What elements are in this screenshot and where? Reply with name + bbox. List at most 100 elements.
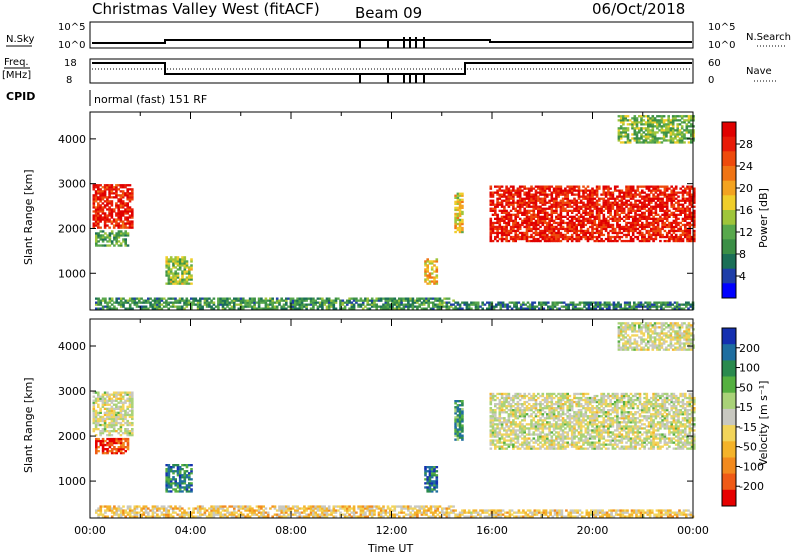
power-cell bbox=[573, 201, 576, 204]
power-cell bbox=[531, 301, 534, 304]
power-cell bbox=[500, 239, 504, 243]
power-cell bbox=[550, 195, 554, 198]
velocity-cell bbox=[126, 443, 130, 447]
power-cell bbox=[530, 201, 533, 204]
velocity-cell bbox=[503, 405, 506, 408]
power-cell bbox=[600, 221, 603, 225]
power-cell bbox=[654, 213, 658, 216]
velocity-cell bbox=[496, 396, 499, 400]
power-cell bbox=[188, 282, 191, 285]
velocity-cell bbox=[454, 416, 457, 419]
power-cell bbox=[573, 203, 576, 206]
power-cell bbox=[531, 303, 534, 306]
power-cell bbox=[582, 219, 585, 222]
velocity-cell bbox=[106, 393, 109, 396]
power-cell bbox=[575, 229, 578, 233]
power-cell bbox=[174, 260, 177, 263]
power-cell bbox=[119, 232, 123, 235]
velocity-cell bbox=[124, 430, 127, 433]
velocity-cell bbox=[94, 397, 98, 400]
power-cell bbox=[607, 207, 610, 210]
power-cell bbox=[687, 119, 691, 122]
power-cell bbox=[436, 303, 440, 306]
power-cell bbox=[659, 201, 662, 204]
velocity-cell bbox=[512, 400, 515, 404]
power-cell bbox=[559, 231, 563, 235]
power-cell bbox=[124, 242, 127, 245]
power-cell bbox=[103, 214, 107, 217]
power-cell bbox=[593, 189, 597, 192]
power-cell bbox=[669, 139, 673, 142]
power-cell bbox=[237, 303, 241, 306]
power-cell bbox=[509, 201, 513, 204]
power-cell bbox=[548, 199, 551, 202]
power-cell bbox=[548, 237, 551, 241]
velocity-cell bbox=[543, 419, 547, 422]
power-cell bbox=[679, 191, 682, 194]
power-cell bbox=[685, 127, 689, 130]
velocity-cell bbox=[516, 396, 520, 400]
velocity-cell bbox=[94, 419, 98, 423]
velocity-cell bbox=[530, 433, 533, 436]
power-cell bbox=[117, 230, 121, 233]
power-cell bbox=[602, 203, 606, 206]
power-cell bbox=[622, 119, 625, 122]
power-cell bbox=[657, 305, 661, 308]
power-cell bbox=[128, 200, 132, 203]
velocity-cell bbox=[494, 417, 497, 420]
power-cell bbox=[570, 219, 574, 222]
power-cell bbox=[108, 236, 112, 239]
power-cell bbox=[631, 189, 635, 192]
power-cell bbox=[595, 229, 599, 233]
power-cell bbox=[456, 196, 460, 199]
velocity-cell bbox=[505, 439, 508, 442]
power-cell bbox=[541, 215, 545, 218]
power-cell bbox=[575, 217, 578, 220]
velocity-cell bbox=[165, 474, 168, 477]
power-cell bbox=[674, 117, 677, 120]
velocity-cell bbox=[518, 398, 522, 402]
power-cell bbox=[593, 207, 597, 210]
power-cell bbox=[613, 209, 617, 212]
power-cell bbox=[176, 262, 180, 265]
power-cell bbox=[573, 207, 576, 210]
power-colorbar-tick-label: 4 bbox=[739, 270, 746, 283]
power-cell bbox=[518, 193, 522, 196]
power-cell bbox=[693, 215, 696, 218]
power-cell bbox=[672, 239, 676, 243]
power-cell bbox=[633, 123, 637, 126]
power-cell bbox=[523, 193, 526, 196]
velocity-cell bbox=[99, 443, 103, 447]
power-cell bbox=[622, 127, 625, 130]
power-cell bbox=[644, 141, 648, 144]
power-cell bbox=[273, 305, 277, 308]
power-cell bbox=[509, 237, 513, 241]
power-cell bbox=[652, 219, 655, 222]
velocity-cell bbox=[539, 403, 542, 406]
velocity-cell bbox=[121, 419, 125, 423]
power-cell bbox=[686, 239, 689, 243]
velocity-cell bbox=[435, 474, 439, 477]
velocity-cell bbox=[503, 421, 506, 424]
power-cell bbox=[550, 237, 554, 241]
velocity-cell bbox=[172, 470, 175, 473]
power-cell bbox=[665, 223, 669, 227]
power-cell bbox=[172, 272, 175, 275]
power-cell bbox=[640, 123, 643, 126]
power-cell bbox=[582, 221, 585, 225]
velocity-cell bbox=[512, 423, 515, 426]
power-cell bbox=[491, 223, 495, 227]
power-cell bbox=[548, 225, 551, 229]
power-cell bbox=[607, 193, 610, 196]
power-cell bbox=[584, 195, 588, 198]
power-cell bbox=[525, 193, 529, 196]
power-cell bbox=[95, 242, 98, 245]
power-cell bbox=[651, 127, 655, 130]
power-cell bbox=[627, 185, 630, 188]
power-echo-region bbox=[92, 184, 134, 229]
power-cell bbox=[690, 125, 693, 128]
power-cell bbox=[656, 217, 660, 220]
power-cell bbox=[654, 209, 658, 212]
power-cell bbox=[557, 227, 560, 231]
power-cell bbox=[456, 303, 460, 306]
